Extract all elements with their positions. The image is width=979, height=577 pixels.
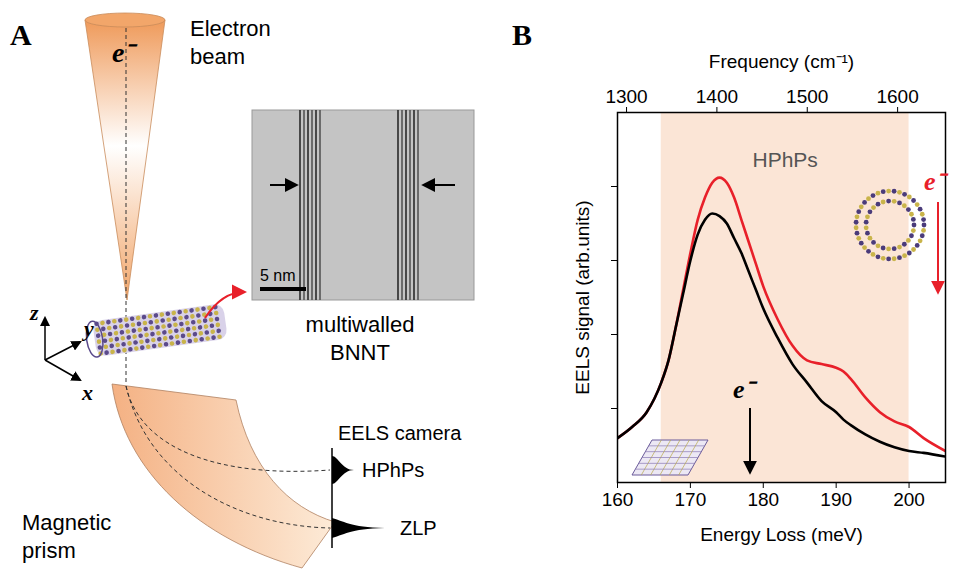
svg-text:B: B [512, 18, 532, 51]
svg-text:EELS camera: EELS camera [338, 422, 462, 444]
svg-text:1500: 1500 [786, 86, 828, 107]
svg-text:180: 180 [747, 489, 779, 510]
svg-text:190: 190 [820, 489, 852, 510]
svg-text:Energy Loss (meV): Energy Loss (meV) [700, 524, 863, 545]
svg-text:A: A [10, 18, 32, 51]
svg-text:multiwalled: multiwalled [306, 312, 415, 337]
svg-text:ZLP: ZLP [400, 517, 437, 539]
svg-text:Electron: Electron [190, 16, 271, 41]
svg-text:1300: 1300 [605, 86, 647, 107]
svg-text:prism: prism [22, 538, 76, 563]
svg-text:EELS signal (arb.units): EELS signal (arb.units) [572, 200, 593, 394]
svg-text:e⁻: e⁻ [112, 37, 138, 68]
svg-text:Magnetic: Magnetic [22, 510, 111, 535]
svg-text:z: z [29, 300, 39, 325]
svg-text:1600: 1600 [876, 86, 918, 107]
svg-text:y: y [81, 316, 94, 341]
svg-text:1400: 1400 [696, 86, 738, 107]
svg-text:5 nm: 5 nm [260, 267, 296, 284]
svg-text:BNNT: BNNT [330, 340, 390, 365]
svg-text:beam: beam [190, 44, 245, 69]
svg-text:Frequency (cm⁻¹): Frequency (cm⁻¹) [709, 51, 854, 72]
svg-text:170: 170 [675, 489, 707, 510]
svg-text:200: 200 [893, 489, 925, 510]
svg-text:160: 160 [602, 489, 634, 510]
svg-text:e⁻: e⁻ [924, 167, 949, 196]
svg-text:x: x [81, 380, 93, 405]
svg-text:HPhPs: HPhPs [752, 148, 817, 171]
svg-text:HPhPs: HPhPs [362, 459, 424, 481]
svg-text:e⁻: e⁻ [733, 375, 758, 404]
